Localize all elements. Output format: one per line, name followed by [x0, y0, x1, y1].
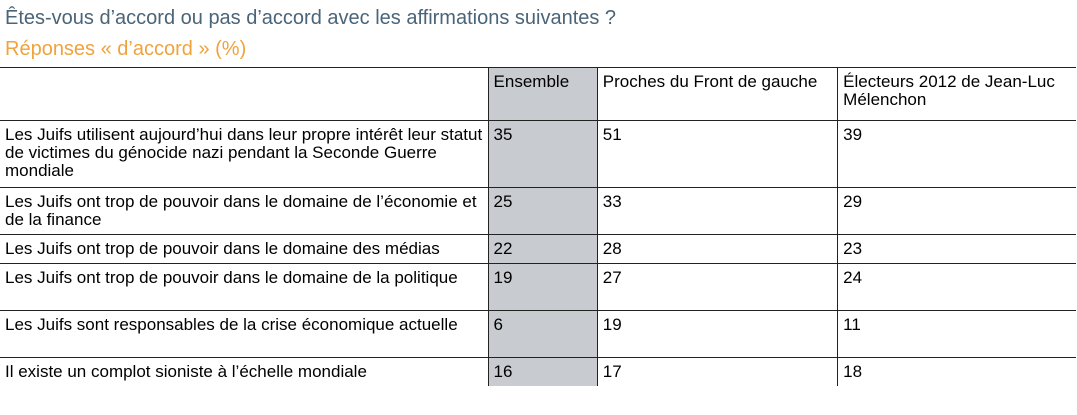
row-label: Les Juifs sont responsables de la crise …: [0, 310, 489, 358]
table-row: Les Juifs ont trop de pouvoir dans le do…: [0, 234, 1076, 264]
table-row: Les Juifs utilisent aujourd’hui dans leu…: [0, 120, 1076, 188]
value-cell-front-de-gauche: 51: [596, 120, 838, 188]
table-row: Les Juifs ont trop de pouvoir dans le do…: [0, 263, 1076, 311]
value-cell-ensemble: 19: [487, 263, 598, 311]
row-label: Les Juifs ont trop de pouvoir dans le do…: [0, 263, 489, 311]
value-cell-electeurs-melenchon: 11: [837, 310, 1076, 358]
value-cell-front-de-gauche: 19: [596, 310, 838, 358]
value-cell-ensemble: 16: [487, 357, 598, 386]
table-title: Êtes-vous d’accord ou pas d’accord avec …: [5, 7, 617, 29]
row-label: Les Juifs ont trop de pouvoir dans le do…: [0, 187, 489, 235]
value-cell-ensemble: 35: [487, 120, 598, 188]
value-cell-electeurs-melenchon: 23: [837, 234, 1076, 264]
value-cell-front-de-gauche: 17: [596, 357, 838, 386]
value-cell-ensemble: 6: [487, 310, 598, 358]
value-cell-ensemble: 22: [487, 234, 598, 264]
header-cell-ensemble: Ensemble: [487, 67, 598, 121]
table-row: Il existe un complot sioniste à l’échell…: [0, 357, 1076, 386]
value-cell-electeurs-melenchon: 18: [837, 357, 1076, 386]
row-label: Il existe un complot sioniste à l’échell…: [0, 357, 489, 386]
table-row: Les Juifs sont responsables de la crise …: [0, 310, 1076, 358]
value-cell-front-de-gauche: 27: [596, 263, 838, 311]
header-cell-electeurs-melenchon: Électeurs 2012 de Jean-Luc Mélenchon: [837, 67, 1076, 121]
results-table: Ensemble Proches du Front de gauche Élec…: [0, 67, 1076, 386]
header-row: Ensemble Proches du Front de gauche Élec…: [0, 67, 1076, 121]
value-cell-front-de-gauche: 28: [596, 234, 838, 264]
header-cell-statement: [0, 67, 489, 121]
row-label: Les Juifs utilisent aujourd’hui dans leu…: [0, 120, 489, 188]
row-label: Les Juifs ont trop de pouvoir dans le do…: [0, 234, 489, 264]
header-cell-front-de-gauche: Proches du Front de gauche: [596, 67, 838, 121]
table-subtitle: Réponses « d’accord » (%): [5, 38, 247, 60]
value-cell-electeurs-melenchon: 24: [837, 263, 1076, 311]
value-cell-ensemble: 25: [487, 187, 598, 235]
table-row: Les Juifs ont trop de pouvoir dans le do…: [0, 187, 1076, 235]
value-cell-electeurs-melenchon: 39: [837, 120, 1076, 188]
value-cell-electeurs-melenchon: 29: [837, 187, 1076, 235]
value-cell-front-de-gauche: 33: [596, 187, 838, 235]
